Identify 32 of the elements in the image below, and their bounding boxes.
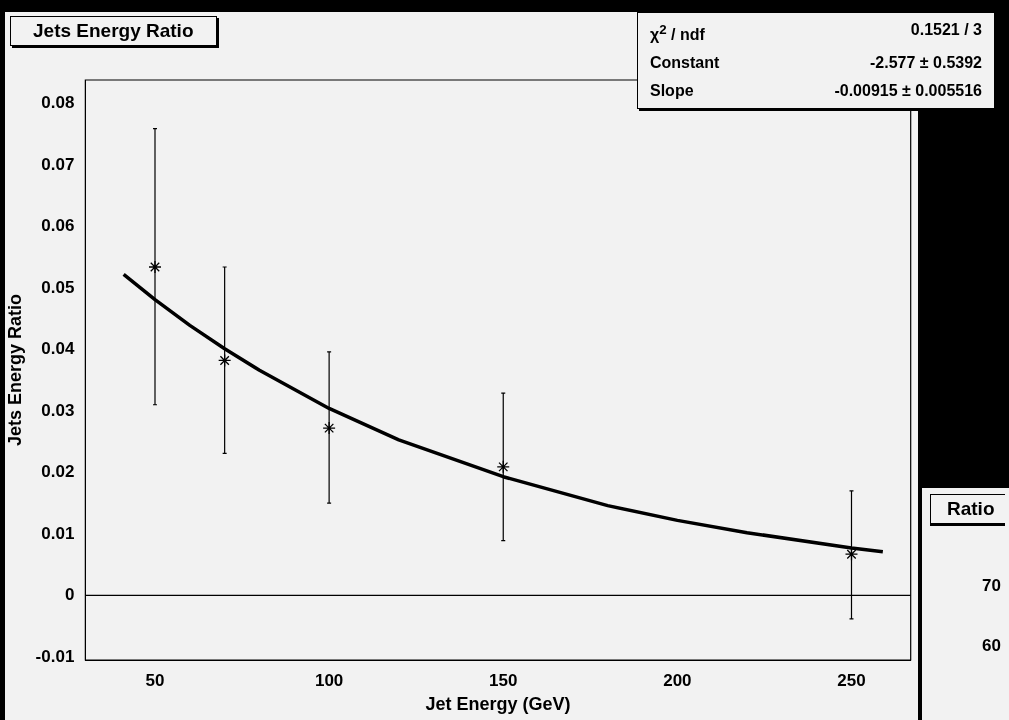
text: Ratio: [930, 494, 1005, 524]
point: [844, 547, 859, 561]
y-tick-label: 0.01: [41, 523, 75, 543]
x-tick-label: 200: [663, 670, 692, 690]
y-tick-label: 0.02: [41, 462, 75, 482]
text: 60: [982, 636, 1001, 656]
text: -2.577 ± 0.5392: [870, 53, 982, 74]
x-tick-label: 150: [489, 670, 518, 690]
point: [148, 260, 162, 274]
y-tick-label: 0.07: [41, 154, 75, 174]
point: [322, 421, 336, 435]
y-tick-label: -0.01: [35, 646, 75, 666]
x-tick-label: 250: [837, 670, 866, 690]
y-tick-label: 0.05: [41, 277, 75, 297]
y-axis-title: Jets Energy Ratio: [4, 293, 25, 447]
y-tick-label: 0: [64, 585, 75, 605]
text: 70: [982, 576, 1001, 596]
x-tick-label: 100: [314, 670, 344, 690]
point: [218, 353, 232, 368]
text: 0.1521 / 3: [910, 20, 982, 40]
text: χ$^{2}$ / ndf: [650, 21, 705, 46]
y-tick-label: 0.06: [41, 216, 75, 236]
y-tick-label: 0.03: [41, 400, 75, 420]
y-tick-label: 0.08: [41, 93, 75, 113]
point: [496, 460, 510, 474]
x-axis-title: Jet Energy (GeV): [425, 694, 571, 715]
x-tick-label: 50: [145, 670, 165, 690]
y-tick-label: 0.04: [41, 339, 75, 359]
text: Constant: [650, 53, 720, 74]
annotation: Slope: [650, 81, 694, 102]
chart-title: Jets Energy Ratio: [10, 16, 217, 46]
annotation: -0.00915 ± 0.005516: [834, 81, 982, 102]
